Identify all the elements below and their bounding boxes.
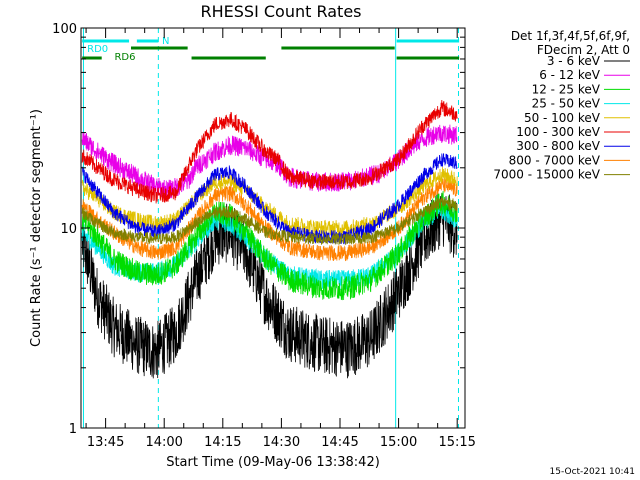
attenuator-label: N [162, 36, 169, 47]
series-layer [81, 100, 458, 379]
series-line [81, 190, 458, 301]
attenuator-label: RD0 [87, 44, 108, 55]
x-tick-label: 15:00 [380, 435, 417, 450]
series-line [81, 177, 458, 262]
attenuator-bars: RD0 N RD6 [82, 36, 460, 63]
x-tick-label: 14:45 [321, 435, 358, 450]
legend-entry-label: 25 - 50 keV [532, 97, 601, 111]
x-axis: 13:45 14:00 14:15 14:30 14:45 15:00 15:15 [85, 28, 476, 450]
legend-entry-label: 3 - 6 keV [547, 54, 601, 68]
x-tick-label: 15:15 [438, 435, 475, 450]
series-line [81, 197, 458, 245]
legend-entry-label: 7000 - 15000 keV [493, 168, 600, 182]
x-tick-label: 13:45 [87, 435, 124, 450]
legend-entry-label: 50 - 100 keV [524, 111, 601, 125]
legend-header: FDecim 2, Att 0 [537, 43, 630, 57]
timestamp: 15-Oct-2021 10:41 [550, 467, 635, 477]
legend-entry-label: 6 - 12 keV [539, 68, 601, 82]
legend-entry-label: 12 - 25 keV [532, 82, 601, 96]
x-axis-label: Start Time (09-May-06 13:38:42) [166, 455, 380, 470]
legend-entry-label: 100 - 300 keV [516, 125, 600, 139]
series-line [81, 124, 458, 200]
series-line [81, 153, 458, 245]
legend-entry-label: 300 - 800 keV [516, 139, 600, 153]
series-line [81, 192, 458, 379]
chart-title: RHESSI Count Rates [201, 2, 362, 21]
y-tick-label: 100 [52, 22, 77, 37]
x-tick-label: 14:15 [204, 435, 241, 450]
x-tick-label: 14:00 [145, 435, 182, 450]
attenuator-label: RD6 [114, 52, 135, 63]
y-tick-label: 10 [60, 222, 77, 237]
series-line [81, 100, 458, 204]
y-axis: 1 10 100 [52, 22, 465, 437]
legend-header: Det 1f,3f,4f,5f,6f,9f, [511, 29, 630, 43]
y-tick-label: 1 [69, 422, 77, 437]
y-axis-label: Count Rate (s⁻¹ detector segment⁻¹) [29, 109, 44, 347]
legend: Det 1f,3f,4f,5f,6f,9f,FDecim 2, Att 03 -… [493, 29, 630, 182]
x-tick-label: 14:30 [263, 435, 300, 450]
legend-entry-label: 800 - 7000 keV [509, 153, 601, 167]
